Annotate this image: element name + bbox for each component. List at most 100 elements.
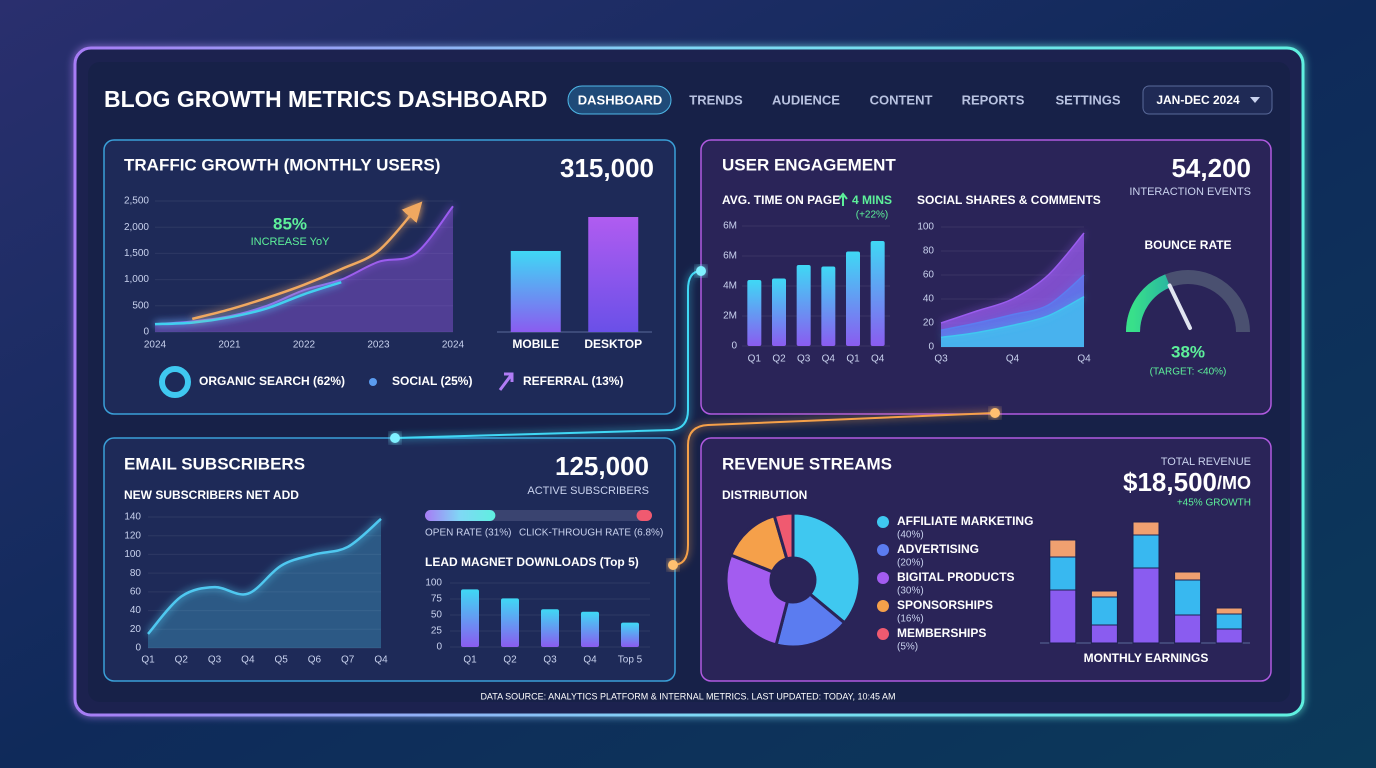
y-tick-label: 500 [132,300,149,311]
bar-segment [1215,613,1243,630]
area [148,518,381,648]
y-tick-label: 2,500 [124,196,149,207]
x-tick-label: Q4 [822,354,836,365]
bar [501,598,519,647]
bar-segment [1049,589,1077,644]
card-title: EMAIL SUBSCRIBERS [124,454,305,473]
chart-title: LEAD MAGNET DOWNLOADS (Top 5) [425,555,639,569]
y-tick-label: 6M [723,251,737,262]
bar-segment [1215,607,1243,615]
bar-segment [1090,596,1118,626]
y-tick-label: 140 [124,512,141,523]
legend-swatch [877,516,889,528]
nav-item[interactable]: REPORTS [962,92,1025,107]
y-tick-label: 2,000 [124,222,149,233]
kpi-unit: /MO [1217,473,1251,493]
bar [461,589,479,647]
bar [846,251,860,346]
y-tick-label: 1,000 [124,274,149,285]
kpi: 54,200 [1171,153,1251,183]
y-tick-label: 120 [124,530,141,541]
x-tick-label: Q4 [241,655,255,666]
x-tick-label: Q4 [871,354,885,365]
x-tick-label: Q1 [846,354,860,365]
rate-bar [425,510,496,521]
bar [510,250,561,332]
bar [821,266,836,346]
x-tick-label: Q4 [583,655,597,666]
legend-label: ORGANIC SEARCH (62%) [199,374,345,388]
gauge-needle [1167,283,1192,330]
nav-item[interactable]: AUDIENCE [772,92,840,107]
gauge-title: BOUNCE RATE [1144,238,1231,252]
chart-title: SOCIAL SHARES & COMMENTS [917,193,1101,207]
date-range[interactable]: JAN-DEC 2024 [1156,93,1240,107]
bar [621,622,639,647]
bar-segment [1049,556,1077,591]
legend-icon [498,372,514,391]
legend-value: (40%) [897,530,924,541]
x-tick-label: MOBILE [512,337,559,351]
nav-item[interactable]: SETTINGS [1055,92,1120,107]
nav-item[interactable]: CONTENT [870,92,933,107]
bar-segment [1174,571,1202,581]
connector-dot [668,560,678,570]
x-tick-label: Top 5 [618,655,643,666]
bar [747,280,762,346]
chart-title: DISTRIBUTION [722,488,807,502]
line [147,517,382,635]
gauge-value: 38% [1171,342,1205,361]
x-tick-label: Q3 [543,655,557,666]
y-tick-label: 75 [431,594,443,605]
legend-swatch [877,600,889,612]
line [940,295,1085,339]
nav-item[interactable]: TRENDS [689,92,743,107]
x-tick-label: Q2 [175,655,189,666]
x-tick-label: Q2 [772,354,786,365]
x-tick-label: Q2 [503,655,517,666]
x-tick-label: 2023 [367,340,390,351]
legend-swatch [877,628,889,640]
growth: +45% GROWTH [1177,498,1251,509]
connector-dot [990,408,1000,418]
kpi: $18,500/MO [1123,467,1251,497]
card-title: USER ENGAGEMENT [722,155,896,174]
x-tick-label: Q3 [208,655,222,666]
x-tick-label: Q3 [797,354,811,365]
up-arrow [838,192,848,206]
nav-active-pill [567,85,672,115]
connector [672,412,996,566]
y-tick-label: 0 [143,327,149,338]
donut-slice [791,511,862,625]
legend-label: AFFILIATE MARKETING [897,514,1033,528]
bar-segment [1174,579,1202,616]
footer: DATA SOURCE: ANALYTICS PLATFORM & INTERN… [480,691,895,701]
date-dropdown[interactable] [1142,85,1273,115]
legend-value: (30%) [897,586,924,597]
legend-value: (5%) [897,642,918,653]
bar-segment [1049,539,1077,558]
donut-slice [774,591,847,649]
x-tick-label: Q5 [274,655,288,666]
y-tick-label: 20 [130,624,142,635]
legend-label: SOCIAL (25%) [392,374,472,388]
nav-item[interactable]: DASHBOARD [578,92,663,107]
line [154,281,342,326]
annotation-label: INCREASE YoY [251,236,331,248]
kpi-label: ACTIVE SUBSCRIBERS [527,485,649,497]
annotation-value: 85% [273,214,307,233]
card-title: TRAFFIC GROWTH (MONTHLY USERS) [124,155,440,174]
bar-segment [1132,521,1160,536]
line [940,232,1085,324]
y-tick-label: 50 [431,610,443,621]
y-tick-label: 1,500 [124,248,149,259]
bar-segment [1090,590,1118,598]
rate-bar [636,510,652,521]
connector-dot [696,266,706,276]
y-tick-label: 80 [130,568,142,579]
x-tick-label: 2024 [144,340,167,351]
legend-value: (20%) [897,558,924,569]
x-tick-label: Q3 [934,354,948,365]
connector-dot [390,433,400,443]
kpi-label: INTERACTION EVENTS [1129,186,1251,198]
